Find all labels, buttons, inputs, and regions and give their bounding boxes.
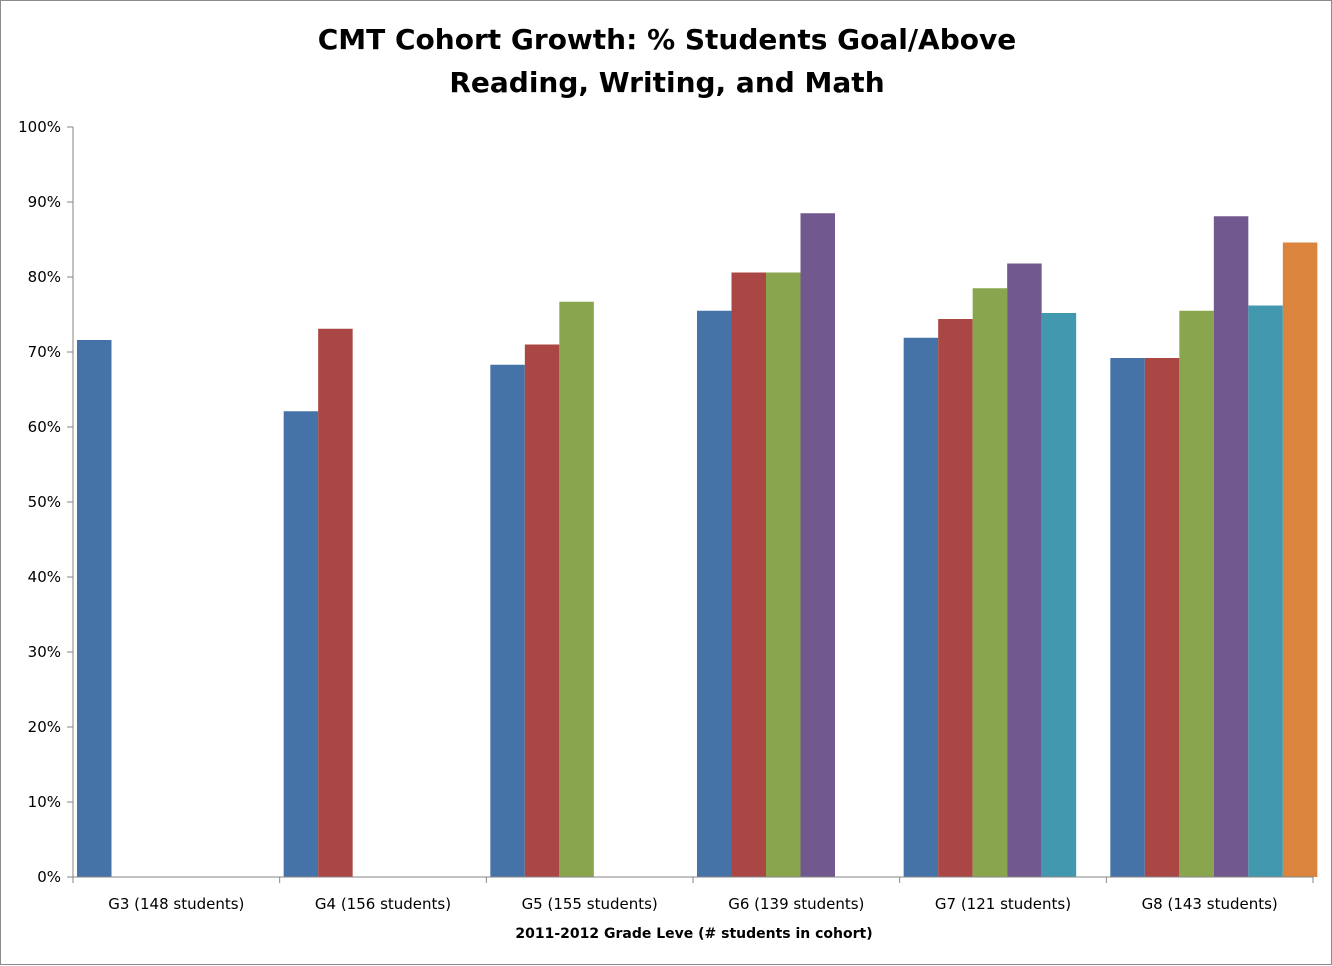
y-tick-label: 50%	[28, 493, 61, 511]
bar-g5-series-1	[490, 364, 525, 877]
bar-g6-series-3	[766, 272, 801, 877]
y-tick-label: 40%	[28, 568, 61, 586]
x-tick-label: G7 (121 students)	[935, 895, 1071, 913]
y-tick-label: 10%	[28, 793, 61, 811]
y-tick-label: 60%	[28, 418, 61, 436]
bar-g8-series-6	[1282, 242, 1318, 877]
x-axis-labels: G3 (148 students) G4 (156 students) G5 (15…	[108, 895, 1278, 913]
y-tick-label: 30%	[28, 643, 61, 661]
bar-g8-series-3	[1179, 310, 1214, 877]
x-tick-label: G4 (156 students)	[315, 895, 451, 913]
y-tick-label: 80%	[28, 268, 61, 286]
bar-g3-series-1	[77, 340, 112, 877]
bar-g5-series-2	[524, 344, 560, 877]
x-tick-label: G5 (155 students)	[522, 895, 658, 913]
x-axis-title: 2011-2012 Grade Leve (# students in coho…	[515, 926, 872, 942]
bar-g7-series-3	[972, 288, 1008, 877]
bar-g8-series-4	[1213, 216, 1249, 877]
bar-g7-series-5	[1041, 313, 1077, 877]
bar-g4-series-1	[283, 411, 319, 877]
y-tick-label: 70%	[28, 343, 61, 361]
x-tick-label: G8 (143 students)	[1142, 895, 1278, 913]
x-tick-label: G3 (148 students)	[108, 895, 244, 913]
bar-g6-series-4	[800, 213, 835, 877]
bar-g6-series-1	[697, 310, 732, 877]
y-axis-ticks: 0% 10% 20% 30% 40% 50% 60% 70% 80% 90% 100%	[18, 118, 73, 886]
bar-g7-series-2	[938, 319, 973, 877]
bar-g7-series-1	[903, 337, 939, 877]
bar-g8-series-1	[1110, 358, 1145, 877]
y-tick-label: 0%	[37, 868, 61, 886]
bar-g4-series-2	[318, 328, 353, 877]
y-tick-label: 20%	[28, 718, 61, 736]
bar-g8-series-5	[1248, 305, 1283, 877]
bars-group	[77, 213, 1318, 877]
axes	[72, 127, 1314, 883]
chart-title-line-1: CMT Cohort Growth: % Students Goal/Above	[318, 23, 1017, 56]
bar-g5-series-3	[559, 301, 594, 877]
bar-g6-series-2	[731, 272, 766, 877]
y-tick-label: 100%	[18, 118, 61, 136]
x-tick-label: G6 (139 students)	[728, 895, 864, 913]
bar-g7-series-4	[1007, 263, 1042, 877]
chart-title-line-2: Reading, Writing, and Math	[449, 66, 884, 99]
bar-g8-series-2	[1144, 358, 1180, 877]
y-tick-label: 90%	[28, 193, 61, 211]
